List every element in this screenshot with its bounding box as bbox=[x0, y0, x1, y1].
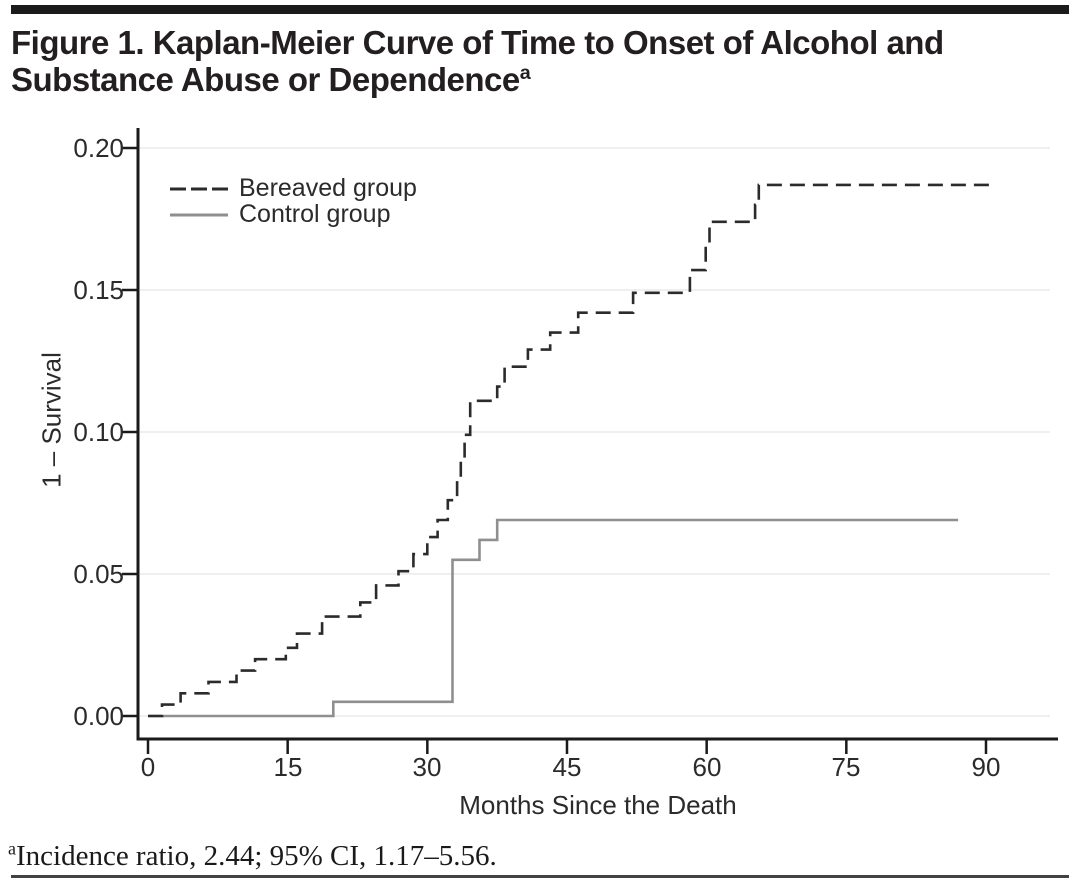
control-solid-line-icon bbox=[170, 213, 228, 216]
bereaved-dashed-line-icon bbox=[170, 187, 228, 190]
footnote-text: Incidence ratio, 2.44; 95% CI, 1.17–5.56… bbox=[15, 840, 497, 872]
x-tick-label: 0 bbox=[140, 752, 156, 782]
chart-legend: Bereaved group Control group bbox=[170, 174, 417, 228]
figure-title-line1: Figure 1. Kaplan-Meier Curve of Time to … bbox=[11, 24, 944, 61]
y-tick-label: 0.00 bbox=[73, 701, 124, 731]
legend-item-control: Control group bbox=[170, 200, 417, 228]
y-tick-label: 0.10 bbox=[73, 417, 124, 447]
figure-title: Figure 1. Kaplan-Meier Curve of Time to … bbox=[11, 24, 1071, 98]
figure-title-line2: Substance Abuse or Dependence bbox=[11, 61, 520, 98]
title-footnote-marker: a bbox=[519, 62, 531, 84]
x-tick-label: 75 bbox=[831, 752, 861, 782]
legend-label-bereaved: Bereaved group bbox=[239, 174, 417, 202]
x-tick-label: 60 bbox=[692, 752, 722, 782]
footnote-marker: a bbox=[8, 838, 16, 859]
x-tick-label: 30 bbox=[412, 752, 442, 782]
bottom-rule-bar bbox=[11, 875, 1069, 878]
legend-label-control: Control group bbox=[239, 200, 391, 228]
top-rule-bar bbox=[11, 5, 1069, 14]
figure-footnote: aIncidence ratio, 2.44; 95% CI, 1.17–5.5… bbox=[8, 838, 497, 873]
x-tick-label: 15 bbox=[273, 752, 303, 782]
y-axis-title: 1 – Survival bbox=[36, 352, 67, 488]
x-axis-title: Months Since the Death bbox=[459, 790, 737, 820]
x-tick-label: 90 bbox=[971, 752, 1001, 782]
y-tick-label: 0.05 bbox=[73, 559, 124, 589]
legend-item-bereaved: Bereaved group bbox=[170, 174, 417, 202]
y-tick-label: 0.20 bbox=[73, 133, 124, 163]
y-tick-label: 0.15 bbox=[73, 275, 124, 305]
x-tick-label: 45 bbox=[552, 752, 582, 782]
